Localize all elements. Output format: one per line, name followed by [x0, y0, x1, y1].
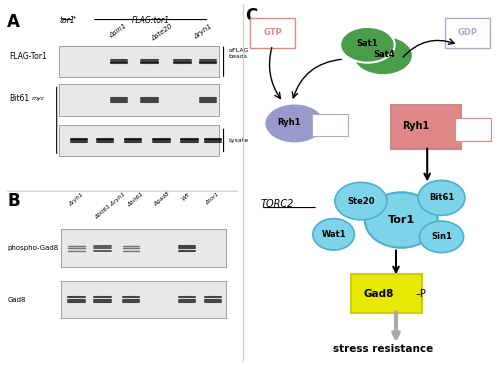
- Text: B: B: [8, 192, 20, 210]
- Text: Bit61: Bit61: [10, 94, 30, 103]
- FancyBboxPatch shape: [446, 18, 490, 48]
- Text: Ryh1: Ryh1: [278, 118, 301, 127]
- Text: TORC2: TORC2: [261, 199, 294, 209]
- Text: Sin1: Sin1: [431, 233, 452, 241]
- Text: Sat1: Sat1: [356, 39, 378, 48]
- Ellipse shape: [365, 192, 438, 248]
- Text: Δryh1: Δryh1: [68, 192, 85, 207]
- FancyBboxPatch shape: [312, 114, 348, 136]
- FancyBboxPatch shape: [59, 125, 219, 156]
- Text: C: C: [245, 7, 258, 25]
- Ellipse shape: [264, 104, 324, 143]
- Ellipse shape: [335, 182, 387, 220]
- Text: WT: WT: [181, 192, 192, 201]
- Ellipse shape: [313, 219, 354, 250]
- Text: FLAG:tor1: FLAG:tor1: [132, 16, 170, 25]
- Text: GDP: GDP: [322, 122, 337, 128]
- Text: –P: –P: [416, 289, 426, 299]
- Text: Ryh1: Ryh1: [402, 121, 429, 131]
- FancyBboxPatch shape: [350, 274, 422, 313]
- FancyBboxPatch shape: [62, 281, 226, 318]
- Text: stress resistance: stress resistance: [333, 344, 433, 354]
- Text: Δbit61: Δbit61: [127, 192, 145, 208]
- FancyBboxPatch shape: [391, 104, 461, 149]
- Text: tor1: tor1: [60, 16, 75, 25]
- FancyBboxPatch shape: [59, 46, 219, 77]
- Text: Ste20: Ste20: [347, 197, 374, 205]
- Text: Δsin1: Δsin1: [108, 23, 128, 39]
- Ellipse shape: [353, 36, 413, 75]
- Text: Δste20: Δste20: [150, 23, 174, 42]
- Text: Δgad8: Δgad8: [153, 192, 170, 207]
- Text: myc: myc: [32, 96, 46, 101]
- Text: Δryh1: Δryh1: [193, 23, 214, 40]
- Text: Tor1: Tor1: [388, 215, 415, 225]
- Text: GTP: GTP: [466, 127, 479, 132]
- Text: GTP: GTP: [263, 28, 282, 38]
- Text: A: A: [8, 12, 20, 31]
- Text: Sat4: Sat4: [374, 50, 395, 59]
- Text: Δbit61 Δryh1: Δbit61 Δryh1: [94, 192, 127, 220]
- Text: αFLAG
beads: αFLAG beads: [228, 48, 248, 59]
- FancyBboxPatch shape: [59, 84, 219, 116]
- Text: Δtor1: Δtor1: [205, 192, 220, 205]
- Text: Bit61: Bit61: [429, 193, 454, 202]
- Text: FLAG-Tor1: FLAG-Tor1: [10, 52, 48, 61]
- Ellipse shape: [340, 27, 394, 63]
- Text: GDP: GDP: [458, 28, 477, 38]
- Text: Gad8: Gad8: [364, 289, 394, 299]
- Text: Wat1: Wat1: [322, 230, 346, 239]
- FancyBboxPatch shape: [62, 229, 226, 267]
- Text: +: +: [72, 15, 76, 20]
- FancyBboxPatch shape: [454, 119, 491, 141]
- Text: Lysate: Lysate: [228, 138, 248, 143]
- Ellipse shape: [418, 180, 465, 215]
- Text: phospho-Gad8: phospho-Gad8: [8, 245, 59, 251]
- Ellipse shape: [420, 221, 464, 253]
- Text: Gad8: Gad8: [8, 297, 26, 303]
- FancyBboxPatch shape: [250, 18, 294, 48]
